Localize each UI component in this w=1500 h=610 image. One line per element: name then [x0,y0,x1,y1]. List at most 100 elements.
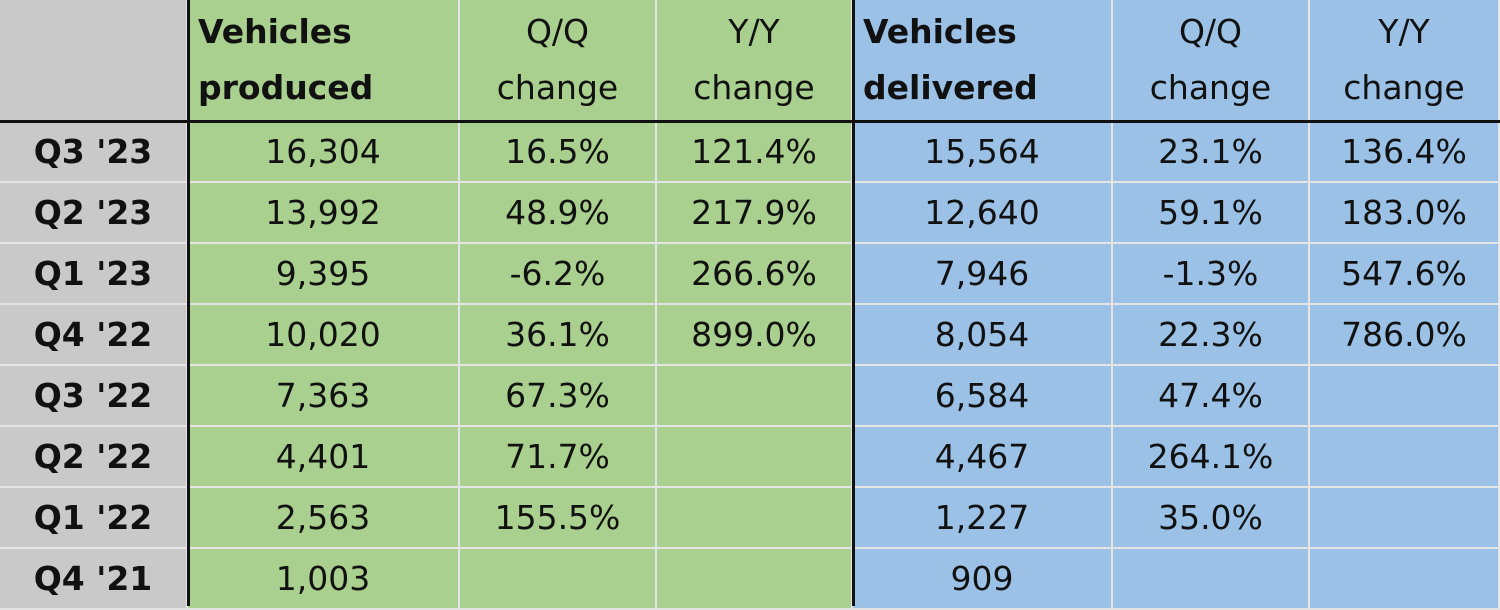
cell-value: 4,401 [275,436,371,476]
row-label-cell: Q4 '21 [0,549,188,610]
header-text: change [496,68,619,107]
header-cell: Vehicles produced [188,0,460,122]
data-cell: 7,363 [188,366,460,427]
data-cell: 12,640 [853,183,1113,244]
row-label: Q4 '22 [33,314,153,354]
data-cell: 1,227 [853,488,1113,549]
data-cell: 15,564 [853,122,1113,183]
data-cell: 48.9% [460,183,657,244]
data-cell [657,366,853,427]
data-cell [657,549,853,610]
cell-value: 22.3% [1158,314,1263,354]
header-cell: Q/Q change [1113,0,1310,122]
header-text: Q/Q [1178,12,1243,51]
data-cell: 217.9% [657,183,853,244]
row-label: Q4 '21 [33,558,153,598]
header-text: change [693,68,815,107]
data-cell [657,488,853,549]
cell-value: -1.3% [1162,253,1259,293]
data-cell: 16,304 [188,122,460,183]
header-cell: Q/Q change [460,0,657,122]
data-cell: 786.0% [1310,305,1500,366]
header-cell: Y/Y change [657,0,853,122]
row-label-cell: Q2 '22 [0,427,188,488]
cell-value: 155.5% [494,497,621,537]
cell-value: 7,363 [275,375,371,415]
data-cell: 36.1% [460,305,657,366]
cell-value: 899.0% [691,314,817,354]
header-text: Y/Y [728,12,780,51]
cell-value: 4,467 [934,436,1030,476]
row-label-cell: Q4 '22 [0,305,188,366]
data-cell: 1,003 [188,549,460,610]
data-cell: 7,946 [853,244,1113,305]
cell-value: 48.9% [505,192,610,232]
data-cell: 10,020 [188,305,460,366]
data-cell: 47.4% [1113,366,1310,427]
row-label: Q3 '23 [33,131,153,171]
cell-value: 121.4% [691,131,817,171]
cell-value: 36.1% [505,314,610,354]
row-label: Q1 '22 [33,497,153,537]
row-label: Q2 '22 [33,436,153,476]
data-cell: 909 [853,549,1113,610]
data-cell: 71.7% [460,427,657,488]
cell-value: 183.0% [1341,192,1467,232]
header-text: Vehicles [863,12,1017,51]
cell-value: 217.9% [691,192,817,232]
cell-value: 15,564 [924,131,1040,171]
cell-value: 264.1% [1147,436,1274,476]
row-label-cell: Q1 '23 [0,244,188,305]
data-cell: 67.3% [460,366,657,427]
cell-value: 1,227 [934,497,1030,537]
row-label: Q2 '23 [33,192,153,232]
header-text: delivered [863,68,1038,107]
row-label-cell: Q3 '22 [0,366,188,427]
row-label-cell: Q2 '23 [0,183,188,244]
data-cell: 2,563 [188,488,460,549]
header-text: Q/Q [525,12,590,51]
data-cell: 59.1% [1113,183,1310,244]
data-cell [1310,488,1500,549]
header-rule [0,120,1500,123]
data-cell: 136.4% [1310,122,1500,183]
data-cell [1310,549,1500,610]
cell-value: 136.4% [1341,131,1467,171]
cell-value: 7,946 [934,253,1030,293]
cell-value: 547.6% [1341,253,1467,293]
cell-value: 13,992 [265,192,381,232]
cell-value: 71.7% [505,436,610,476]
cell-value: 59.1% [1158,192,1263,232]
cell-value: 23.1% [1158,131,1263,171]
row-label: Q1 '23 [33,253,153,293]
data-cell [1310,427,1500,488]
data-cell: 35.0% [1113,488,1310,549]
cell-value: 10,020 [265,314,381,354]
column-rule [852,0,855,606]
cell-value: 16,304 [265,131,381,171]
cell-value: -6.2% [509,253,606,293]
data-cell: 155.5% [460,488,657,549]
header-cell: Y/Y change [1310,0,1500,122]
cell-value: 8,054 [934,314,1030,354]
cell-value: 16.5% [505,131,610,171]
data-cell: 4,401 [188,427,460,488]
row-label-cell: Q3 '23 [0,122,188,183]
cell-value: 67.3% [505,375,610,415]
header-text: Vehicles [198,12,352,51]
data-cell: 547.6% [1310,244,1500,305]
cell-value: 9,395 [275,253,371,293]
data-cell: 23.1% [1113,122,1310,183]
data-cell: -6.2% [460,244,657,305]
data-cell: 121.4% [657,122,853,183]
header-cell: Vehicles delivered [853,0,1113,122]
data-cell [1310,366,1500,427]
data-cell [657,427,853,488]
cell-value: 6,584 [934,375,1030,415]
data-cell: 9,395 [188,244,460,305]
data-cell: 22.3% [1113,305,1310,366]
cell-value: 786.0% [1341,314,1467,354]
data-cell: -1.3% [1113,244,1310,305]
cell-value: 35.0% [1158,497,1263,537]
